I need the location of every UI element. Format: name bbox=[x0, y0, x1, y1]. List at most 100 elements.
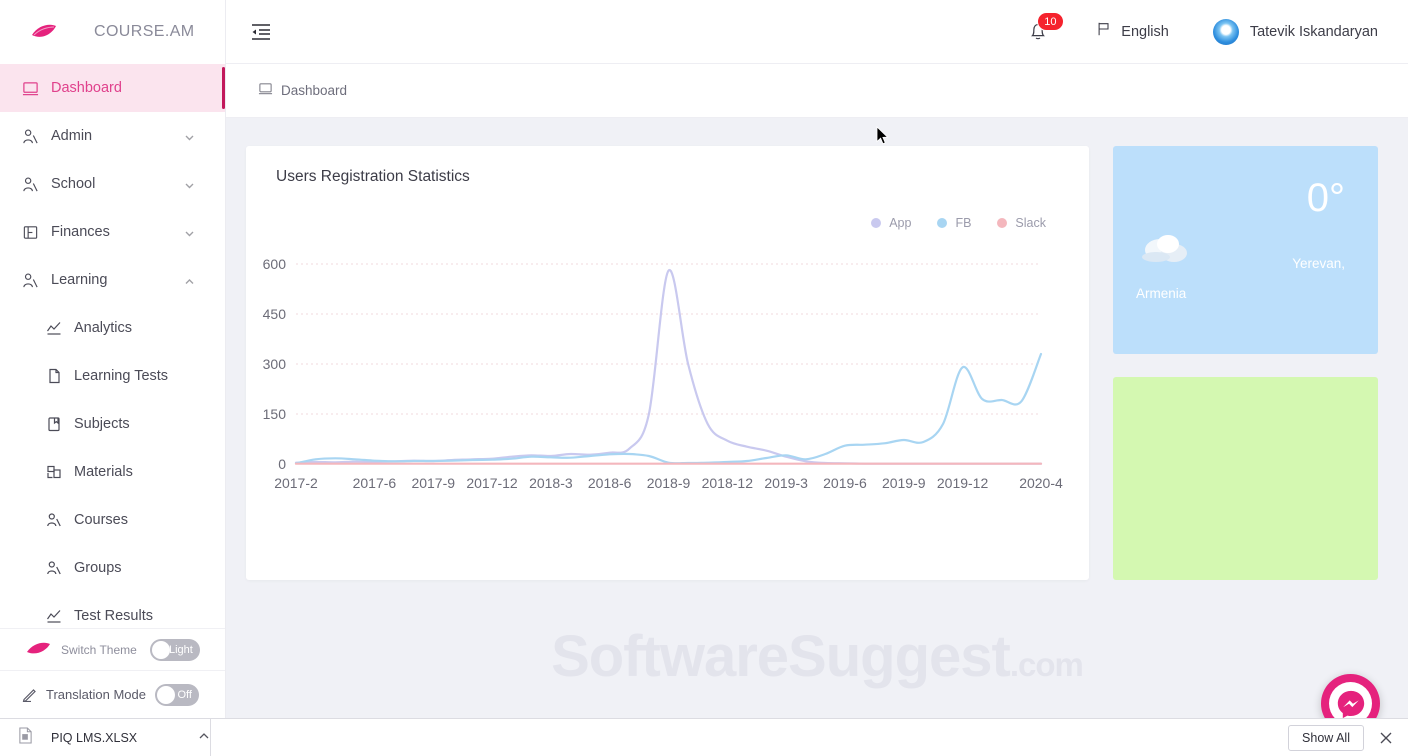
sidebar-item-finances[interactable]: Finances bbox=[0, 208, 225, 256]
sidebar-item-analytics[interactable]: Analytics bbox=[0, 304, 225, 352]
x-axis-tick-label: 2018-3 bbox=[529, 475, 573, 491]
sidebar-item-courses[interactable]: Courses bbox=[0, 496, 225, 544]
chart-line-icon bbox=[46, 320, 62, 336]
sidebar-item-label: School bbox=[51, 176, 96, 192]
chart-series-line bbox=[294, 269, 1043, 465]
sidebar-subitem-label: Courses bbox=[74, 512, 128, 528]
sidebar-item-admin[interactable]: Admin bbox=[0, 112, 225, 160]
x-axis-tick-label: 2019-6 bbox=[823, 475, 867, 491]
avatar bbox=[1212, 18, 1239, 45]
sidebar-item-label: Dashboard bbox=[51, 80, 122, 96]
people-icon bbox=[46, 560, 62, 576]
dashboard-content: Users Registration Statistics App FB Sla… bbox=[226, 118, 1408, 718]
sidebar-item-dashboard[interactable]: Dashboard bbox=[0, 64, 225, 112]
y-axis-tick-label: 0 bbox=[278, 456, 286, 472]
legend-dot bbox=[871, 218, 882, 228]
breadcrumb-label: Dashboard bbox=[281, 83, 348, 98]
people-icon bbox=[22, 176, 39, 193]
notification-badge: 10 bbox=[1037, 11, 1064, 31]
close-icon[interactable] bbox=[1378, 730, 1394, 746]
x-axis-tick-label: 2019-9 bbox=[882, 475, 926, 491]
toggle-knob bbox=[151, 640, 170, 659]
chevron-down-icon[interactable] bbox=[184, 131, 195, 142]
sidebar-subitem-label: Subjects bbox=[74, 416, 130, 432]
legend-dot bbox=[937, 218, 948, 228]
pencil-icon bbox=[22, 687, 37, 703]
brand[interactable]: COURSE.AM bbox=[0, 0, 225, 64]
sidebar-item-materials[interactable]: Materials bbox=[0, 448, 225, 496]
user-menu[interactable]: Tatevik Iskandaryan bbox=[1212, 18, 1378, 45]
sidebar-subitem-label: Materials bbox=[74, 464, 133, 480]
sidebar-subitem-label: Learning Tests bbox=[74, 368, 169, 384]
x-axis-tick-label: 2017-2 bbox=[274, 475, 318, 491]
x-axis-tick-label: 2018-12 bbox=[702, 475, 754, 491]
theme-toggle[interactable]: Light bbox=[149, 638, 200, 661]
sidebar-item-label: Finances bbox=[51, 224, 110, 240]
x-axis-tick-label: 2017-12 bbox=[466, 475, 518, 491]
cloud-icon bbox=[1138, 224, 1200, 268]
green-placeholder-card bbox=[1113, 377, 1378, 580]
sidebar-item-label: Learning bbox=[51, 272, 108, 288]
translation-toggle[interactable]: Off bbox=[154, 683, 199, 706]
legend-item-slack[interactable]: Slack bbox=[997, 216, 1046, 230]
language-selector[interactable]: English bbox=[1096, 21, 1169, 42]
book-icon bbox=[46, 416, 62, 432]
brand-name: COURSE.AM bbox=[94, 23, 195, 40]
user-name: Tatevik Iskandaryan bbox=[1249, 23, 1378, 40]
y-axis-tick-label: 450 bbox=[263, 306, 287, 322]
download-bar-divider bbox=[210, 718, 211, 756]
wing-logo-icon bbox=[26, 641, 52, 658]
show-all-button[interactable]: Show All bbox=[1288, 724, 1364, 751]
topbar: 10 English Tatevik Iskandaryan bbox=[226, 0, 1408, 64]
watermark-suffix: .com bbox=[1009, 646, 1084, 683]
language-label: English bbox=[1121, 23, 1169, 40]
translation-mode-row: Translation Mode Off bbox=[0, 670, 225, 718]
legend-label: Slack bbox=[1015, 216, 1046, 230]
chevron-up-icon[interactable] bbox=[184, 275, 195, 286]
sidebar-item-school[interactable]: School bbox=[0, 160, 225, 208]
download-file-name: PIQ LMS.XLSX bbox=[51, 730, 138, 745]
chart-plot: 0 150 300 450 600 2017-2 2017-6 2017-9 2017-12 20… bbox=[263, 256, 1063, 491]
sidebar-item-groups[interactable]: Groups bbox=[0, 544, 225, 592]
notifications-button[interactable]: 10 bbox=[1026, 11, 1064, 45]
y-axis-tick-label: 300 bbox=[263, 356, 287, 372]
sidebar-subitem-label: Analytics bbox=[74, 320, 133, 336]
download-bar: PIQ LMS.XLSX Show All bbox=[0, 718, 1408, 756]
x-axis-tick-label: 2019-12 bbox=[937, 475, 989, 491]
sidebar-subitem-label: Test Results bbox=[74, 608, 153, 624]
xlsx-file-icon bbox=[18, 726, 33, 749]
translation-mode-label: Translation Mode bbox=[46, 687, 146, 702]
sidebar-item-test-results[interactable]: Test Results bbox=[0, 592, 225, 640]
monitor-icon bbox=[258, 81, 273, 101]
people-icon bbox=[46, 512, 62, 528]
y-axis-tick-label: 150 bbox=[263, 406, 287, 422]
messenger-icon bbox=[1329, 682, 1372, 725]
x-axis-tick-label: 2017-9 bbox=[411, 475, 455, 491]
main-region: 10 English Tatevik Iskandaryan bbox=[226, 0, 1408, 733]
x-axis-tick-label: 2017-6 bbox=[353, 475, 397, 491]
sidebar-bottom: Switch Theme Light Translation Mode Off bbox=[0, 628, 225, 718]
chart-line-icon bbox=[46, 608, 62, 624]
users-registration-chart-card: Users Registration Statistics App FB Sla… bbox=[246, 146, 1089, 580]
x-axis-tick-label: 2018-9 bbox=[647, 475, 691, 491]
chevron-down-icon[interactable] bbox=[184, 179, 195, 190]
sidebar-item-label: Admin bbox=[51, 128, 93, 144]
sidebar-item-subjects[interactable]: Subjects bbox=[0, 400, 225, 448]
chevron-down-icon[interactable] bbox=[184, 227, 195, 238]
legend-label: App bbox=[889, 216, 912, 230]
topbar-right: 10 English Tatevik Iskandaryan bbox=[1026, 11, 1408, 45]
menu-fold-icon[interactable] bbox=[248, 19, 274, 45]
translation-toggle-value: Off bbox=[177, 688, 192, 701]
y-axis-tick-label: 600 bbox=[263, 256, 287, 272]
legend-item-fb[interactable]: FB bbox=[937, 216, 971, 230]
sidebar-item-learning[interactable]: Learning bbox=[0, 256, 225, 304]
sidebar-item-learning-tests[interactable]: Learning Tests bbox=[0, 352, 225, 400]
download-item[interactable]: PIQ LMS.XLSX bbox=[0, 719, 210, 756]
file-icon bbox=[46, 368, 62, 384]
x-axis-tick-label: 2018-6 bbox=[588, 475, 632, 491]
sidebar: COURSE.AM Dashboard Admin bbox=[0, 0, 226, 718]
chevron-up-icon[interactable] bbox=[198, 729, 210, 747]
download-bar-actions: Show All bbox=[1288, 724, 1408, 751]
legend-item-app[interactable]: App bbox=[871, 216, 911, 230]
